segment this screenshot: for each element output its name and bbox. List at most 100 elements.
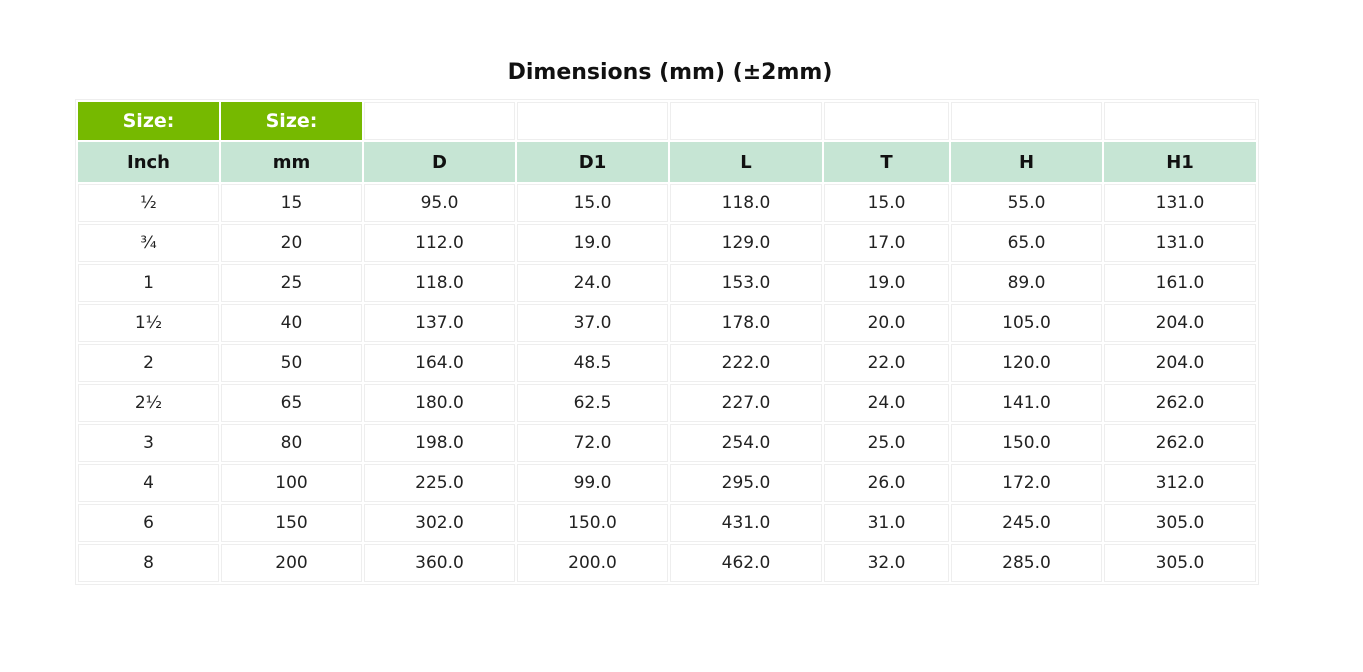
table-cell: 262.0	[1104, 424, 1256, 462]
table-cell: 285.0	[951, 544, 1102, 582]
column-header-row: Inch mm D D1 L T H H1	[78, 142, 1256, 182]
table-cell: 26.0	[824, 464, 949, 502]
dimensions-table: Size: Size: Inch mm D D1 L T H H1 ½ 15 95.0 15.0 11…	[75, 99, 1259, 585]
table-cell: 2	[78, 344, 219, 382]
column-header: D1	[517, 142, 668, 182]
table-cell: 305.0	[1104, 544, 1256, 582]
table-cell: 17.0	[824, 224, 949, 262]
table-cell: 31.0	[824, 504, 949, 542]
table-cell: 120.0	[951, 344, 1102, 382]
table-row: 2 50 164.0 48.5 222.0 22.0 120.0 204.0	[78, 344, 1256, 382]
column-header: Inch	[78, 142, 219, 182]
table-cell: 80	[221, 424, 362, 462]
table-cell: 3	[78, 424, 219, 462]
table-cell: 360.0	[364, 544, 515, 582]
table-row: 2½ 65 180.0 62.5 227.0 24.0 141.0 262.0	[78, 384, 1256, 422]
table-cell: 462.0	[670, 544, 822, 582]
table-cell: 295.0	[670, 464, 822, 502]
table-cell: 131.0	[1104, 224, 1256, 262]
table-cell: 89.0	[951, 264, 1102, 302]
table-cell: 131.0	[1104, 184, 1256, 222]
table-cell: ¾	[78, 224, 219, 262]
table-cell: 25.0	[824, 424, 949, 462]
table-cell: 25	[221, 264, 362, 302]
table-row: 4 100 225.0 99.0 295.0 26.0 172.0 312.0	[78, 464, 1256, 502]
table-cell: 72.0	[517, 424, 668, 462]
table-row: 1 25 118.0 24.0 153.0 19.0 89.0 161.0	[78, 264, 1256, 302]
table-cell: 15.0	[824, 184, 949, 222]
table-row: 3 80 198.0 72.0 254.0 25.0 150.0 262.0	[78, 424, 1256, 462]
table-cell: 8	[78, 544, 219, 582]
table-cell: 105.0	[951, 304, 1102, 342]
column-header: H	[951, 142, 1102, 182]
size-label-mm: Size:	[221, 102, 362, 140]
table-title: Dimensions (mm) (±2mm)	[507, 60, 833, 85]
table-cell: 178.0	[670, 304, 822, 342]
table-cell: 305.0	[1104, 504, 1256, 542]
table-cell: 150	[221, 504, 362, 542]
table-cell: 150.0	[517, 504, 668, 542]
table-cell: 2½	[78, 384, 219, 422]
table-cell: 227.0	[670, 384, 822, 422]
table-cell: 24.0	[517, 264, 668, 302]
table-cell: 100	[221, 464, 362, 502]
table-cell: 112.0	[364, 224, 515, 262]
table-cell: 1½	[78, 304, 219, 342]
table-cell: 262.0	[1104, 384, 1256, 422]
table-cell: 129.0	[670, 224, 822, 262]
table-cell: 95.0	[364, 184, 515, 222]
table-cell: 200.0	[517, 544, 668, 582]
table-cell: 180.0	[364, 384, 515, 422]
table-row: ¾ 20 112.0 19.0 129.0 17.0 65.0 131.0	[78, 224, 1256, 262]
table-cell: 204.0	[1104, 304, 1256, 342]
table-cell: 150.0	[951, 424, 1102, 462]
column-header: mm	[221, 142, 362, 182]
table-cell: 62.5	[517, 384, 668, 422]
table-cell: 48.5	[517, 344, 668, 382]
table-cell: 55.0	[951, 184, 1102, 222]
table-cell: 20	[221, 224, 362, 262]
table-cell: 6	[78, 504, 219, 542]
table-cell: 302.0	[364, 504, 515, 542]
table-row: 1½ 40 137.0 37.0 178.0 20.0 105.0 204.0	[78, 304, 1256, 342]
table-cell: 99.0	[517, 464, 668, 502]
table-cell: 198.0	[364, 424, 515, 462]
table-cell: 40	[221, 304, 362, 342]
table-cell: 50	[221, 344, 362, 382]
table-cell: 37.0	[517, 304, 668, 342]
table-cell: 15	[221, 184, 362, 222]
table-cell: 153.0	[670, 264, 822, 302]
table-cell: ½	[78, 184, 219, 222]
table-cell: 15.0	[517, 184, 668, 222]
table-row: ½ 15 95.0 15.0 118.0 15.0 55.0 131.0	[78, 184, 1256, 222]
table-cell: 141.0	[951, 384, 1102, 422]
table-row: 6 150 302.0 150.0 431.0 31.0 245.0 305.0	[78, 504, 1256, 542]
table-cell: 222.0	[670, 344, 822, 382]
table-cell: 431.0	[670, 504, 822, 542]
size-header-row: Size: Size:	[78, 102, 1256, 140]
size-label-inch: Size:	[78, 102, 219, 140]
table-cell: 1	[78, 264, 219, 302]
table-cell: 245.0	[951, 504, 1102, 542]
table-cell: 118.0	[364, 264, 515, 302]
table-cell: 19.0	[824, 264, 949, 302]
table-cell: 225.0	[364, 464, 515, 502]
table-cell: 19.0	[517, 224, 668, 262]
table-cell: 254.0	[670, 424, 822, 462]
table-cell: 161.0	[1104, 264, 1256, 302]
column-header: L	[670, 142, 822, 182]
table-cell: 118.0	[670, 184, 822, 222]
table-cell: 65	[221, 384, 362, 422]
table-cell: 164.0	[364, 344, 515, 382]
table-cell: 32.0	[824, 544, 949, 582]
column-header: D	[364, 142, 515, 182]
table-cell: 312.0	[1104, 464, 1256, 502]
table-cell: 24.0	[824, 384, 949, 422]
table-cell: 20.0	[824, 304, 949, 342]
table-cell: 137.0	[364, 304, 515, 342]
column-header: H1	[1104, 142, 1256, 182]
table-cell: 22.0	[824, 344, 949, 382]
table-row: 8 200 360.0 200.0 462.0 32.0 285.0 305.0	[78, 544, 1256, 582]
column-header: T	[824, 142, 949, 182]
table-cell: 65.0	[951, 224, 1102, 262]
